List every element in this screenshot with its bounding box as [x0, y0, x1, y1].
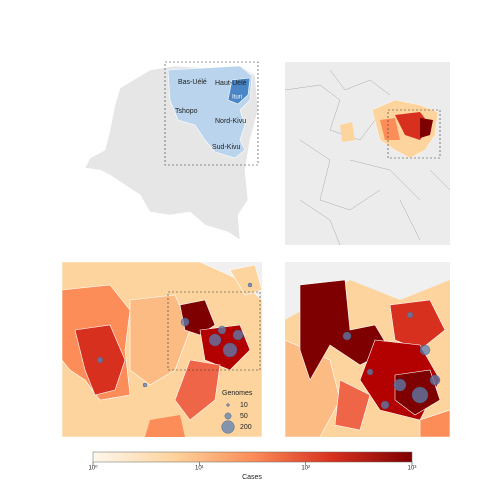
legend-marker — [226, 403, 230, 407]
overview-map: Bas-Uélé Haut-Uélé Ituri Tshopo Nord-Kiv… — [84, 61, 259, 241]
colorbar-tick-label: 10⁰ — [88, 465, 98, 472]
legend-label: 50 — [240, 413, 248, 420]
colorbar: Cases 10⁰ 10¹ 10² 10³ — [88, 451, 417, 481]
province-label: Sud-Kivu — [212, 144, 241, 151]
province-label: Nord-Kivu — [215, 118, 246, 125]
legend-marker — [224, 412, 232, 420]
legend-title: Genomes — [222, 390, 253, 397]
province-label: Ituri — [232, 95, 242, 101]
legend-label: 200 — [240, 424, 252, 431]
colorbar-tick-label: 10³ — [408, 466, 417, 472]
genomes-legend: Genomes 10 50 200 — [221, 390, 253, 434]
province-label: Bas-Uélé — [178, 79, 207, 86]
province-label: Tshopo — [175, 108, 198, 115]
colorbar-ramp — [92, 451, 413, 463]
colorbar-label: Cases — [242, 474, 262, 481]
legend-label: 10 — [240, 402, 248, 409]
zoom-map — [285, 262, 450, 437]
legend-marker — [221, 420, 235, 434]
province-label: Haut-Uélé — [215, 80, 247, 87]
health-zone-map — [284, 62, 451, 246]
region-map — [62, 262, 262, 437]
colorbar-tick-label: 10² — [301, 466, 310, 472]
colorbar-tick-label: 10¹ — [195, 466, 204, 472]
